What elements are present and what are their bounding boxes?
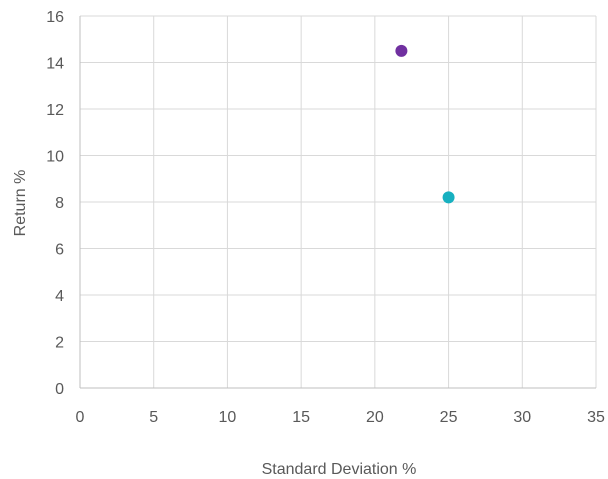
y-tick-label: 2 <box>55 335 64 352</box>
axes <box>79 16 596 389</box>
x-tick-label: 35 <box>587 409 605 426</box>
data-points <box>395 44 455 204</box>
y-tick-label: 4 <box>55 288 64 305</box>
y-tick-label: 6 <box>55 242 64 259</box>
grid <box>80 15 597 388</box>
x-tick-label: 20 <box>366 409 384 426</box>
tick-labels: 0 2 4 6 8 10 12 14 16 0 5 10 15 20 25 30 35 <box>46 9 605 426</box>
y-tick-label: 8 <box>55 195 64 212</box>
y-tick-label: 14 <box>46 56 64 73</box>
data-point-series-1 <box>395 44 408 57</box>
y-tick-label: 0 <box>55 381 64 398</box>
x-tick-label: 10 <box>219 409 237 426</box>
y-tick-label: 10 <box>46 149 64 166</box>
x-tick-label: 15 <box>292 409 310 426</box>
y-axis-title: Return % <box>12 170 29 237</box>
y-tick-label: 16 <box>46 9 64 26</box>
data-point-series-2 <box>442 191 455 204</box>
x-tick-label: 0 <box>76 409 85 426</box>
y-tick-label: 12 <box>46 102 64 119</box>
x-tick-label: 30 <box>513 409 531 426</box>
x-axis-title: Standard Deviation % <box>262 461 417 478</box>
x-tick-label: 25 <box>440 409 458 426</box>
x-tick-label: 5 <box>149 409 158 426</box>
